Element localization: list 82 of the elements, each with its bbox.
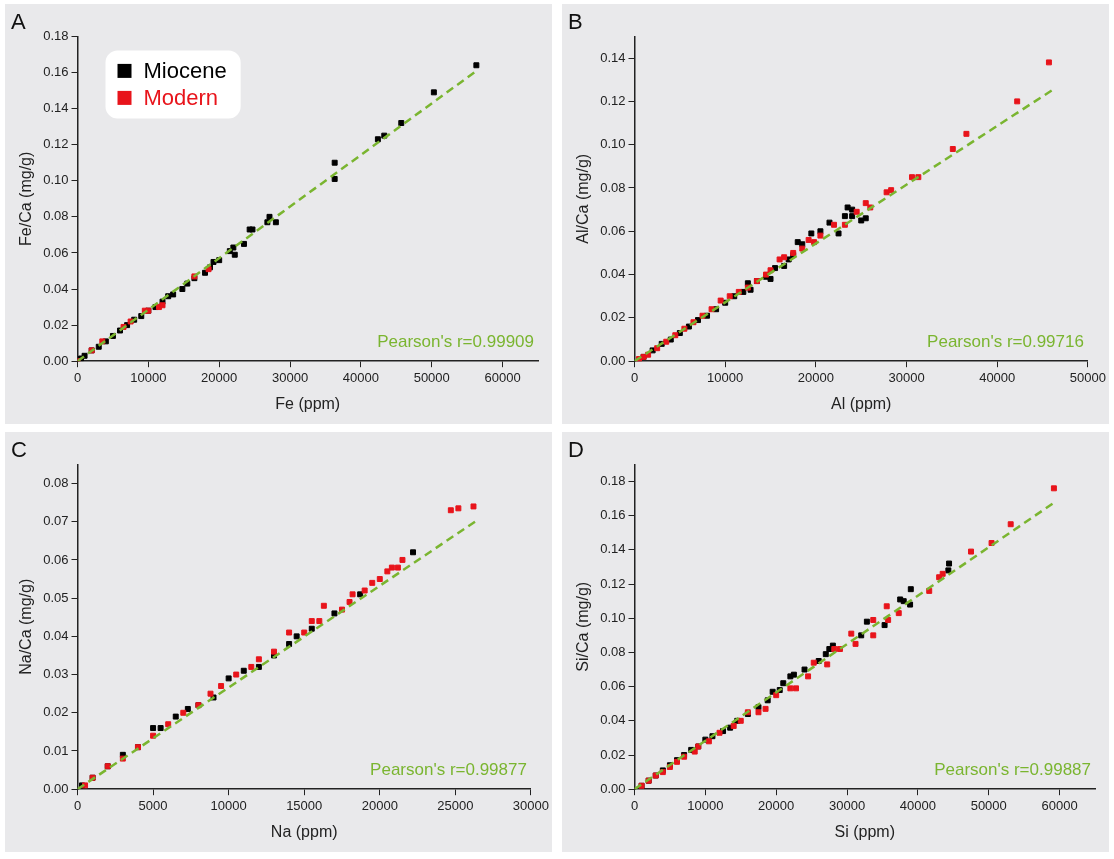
x-tick-label: 20000 [201,369,238,385]
y-tick-label: 0.02 [43,704,69,720]
annotation: Pearson's r=0.99716 [927,332,1084,352]
y-tick-label: 0.16 [600,507,626,523]
y-tick-label: 0.08 [600,644,626,660]
y-axis-title: Al/Ca (mg/g) [574,153,592,244]
x-tick-label: 60000 [1041,797,1078,813]
x-tick-label: 50000 [413,369,450,385]
y-tick-label: 0.07 [43,513,69,529]
y-tick-label: 0.02 [600,746,626,762]
x-tick-label: 10000 [707,369,744,385]
y-tick-label: 0.05 [43,589,69,605]
y-tick-label: 0.18 [600,473,626,489]
y-tick-label: 0.04 [600,266,626,282]
annotation: Pearson's r=0.99877 [370,760,527,780]
x-tick-label: 30000 [888,369,925,385]
y-tick-label: 0.00 [600,352,626,368]
x-tick-label: 40000 [899,797,936,813]
x-tick-label: 10000 [130,369,167,385]
y-tick-label: 0.16 [43,64,69,80]
x-tick-label: 25000 [437,797,474,813]
x-tick-label: 0 [630,797,639,813]
x-tick-label: 5000 [138,797,168,813]
y-tick-label: 0.04 [600,712,626,728]
legend-label: Miocene [143,57,227,83]
y-tick-label: 0.00 [43,352,69,368]
y-tick-label: 0.00 [600,780,626,796]
x-tick-label: 20000 [797,369,834,385]
y-tick-label: 0.02 [43,316,69,332]
x-tick-label: 50000 [1069,369,1106,385]
y-tick-label: 0.18 [43,27,69,43]
y-tick-label: 0.03 [43,666,69,682]
chart-title: B [568,9,583,35]
annotation: Pearson's r=0.99887 [934,760,1091,780]
y-tick-label: 0.06 [600,678,626,694]
y-axis-title: Na/Ca (mg/g) [17,578,35,675]
x-tick-label: 50000 [970,797,1007,813]
x-tick-label: 0 [73,797,82,813]
chart-title: D [568,437,584,463]
chart-title: C [11,437,27,463]
y-axis-title: Si/Ca (mg/g) [574,581,592,672]
x-tick-label: 0 [630,369,639,385]
y-tick-label: 0.06 [600,222,626,238]
x-tick-label: 0 [73,369,82,385]
x-axis-title: Al (ppm) [830,394,892,412]
y-tick-label: 0.01 [43,742,69,758]
y-tick-label: 0.06 [43,551,69,567]
x-tick-label: 60000 [484,369,521,385]
y-tick-label: 0.12 [43,136,69,152]
annotation: Pearson's r=0.99909 [377,332,534,352]
y-tick-label: 0.14 [43,100,69,116]
x-tick-label: 20000 [361,797,398,813]
y-tick-label: 0.10 [600,136,626,152]
x-tick-label: 30000 [828,797,866,813]
y-tick-label: 0.08 [43,208,69,224]
y-axis-title: Fe/Ca (mg/g) [17,151,35,246]
y-tick-label: 0.12 [600,92,626,108]
x-axis-title: Fe (ppm) [275,394,341,412]
y-tick-label: 0.10 [600,609,626,625]
y-tick-label: 0.08 [43,475,69,491]
x-tick-label: 40000 [342,369,379,385]
x-tick-label: 40000 [979,369,1016,385]
x-tick-label: 10000 [210,797,247,813]
y-tick-label: 0.02 [600,309,626,325]
y-tick-label: 0.06 [43,244,69,260]
y-tick-label: 0.14 [600,49,626,65]
x-tick-label: 10000 [687,797,724,813]
x-tick-label: 30000 [271,369,309,385]
x-axis-title: Si (ppm) [834,822,895,840]
y-tick-label: 0.08 [600,179,626,195]
x-tick-label: 20000 [758,797,795,813]
y-tick-label: 0.00 [43,780,69,796]
y-tick-label: 0.12 [600,575,626,591]
y-tick-label: 0.04 [43,627,69,643]
y-tick-label: 0.14 [600,541,626,557]
y-tick-label: 0.04 [43,280,69,296]
y-tick-label: 0.10 [43,172,69,188]
chart-title: A [11,9,26,35]
x-tick-label: 15000 [286,797,323,813]
x-tick-label: 30000 [512,797,549,813]
x-axis-title: Na (ppm) [270,822,338,840]
legend-label: Modern [143,84,219,110]
